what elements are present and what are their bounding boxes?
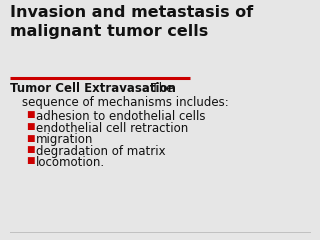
Text: ■: ■ [26, 133, 35, 143]
Text: . The: . The [143, 82, 173, 95]
Text: Invasion and metastasis of
malignant tumor cells: Invasion and metastasis of malignant tum… [10, 5, 253, 39]
Text: migration: migration [36, 133, 93, 146]
Text: ■: ■ [26, 122, 35, 131]
Text: ■: ■ [26, 145, 35, 154]
Text: locomotion.: locomotion. [36, 156, 105, 169]
Text: sequence of mechanisms includes:: sequence of mechanisms includes: [22, 96, 229, 109]
Text: ■: ■ [26, 110, 35, 120]
Text: degradation of matrix: degradation of matrix [36, 145, 166, 158]
Text: Tumor Cell Extravasation: Tumor Cell Extravasation [10, 82, 176, 95]
Text: ■: ■ [26, 156, 35, 166]
Text: endothelial cell retraction: endothelial cell retraction [36, 122, 188, 135]
Text: adhesion to endothelial cells: adhesion to endothelial cells [36, 110, 205, 124]
